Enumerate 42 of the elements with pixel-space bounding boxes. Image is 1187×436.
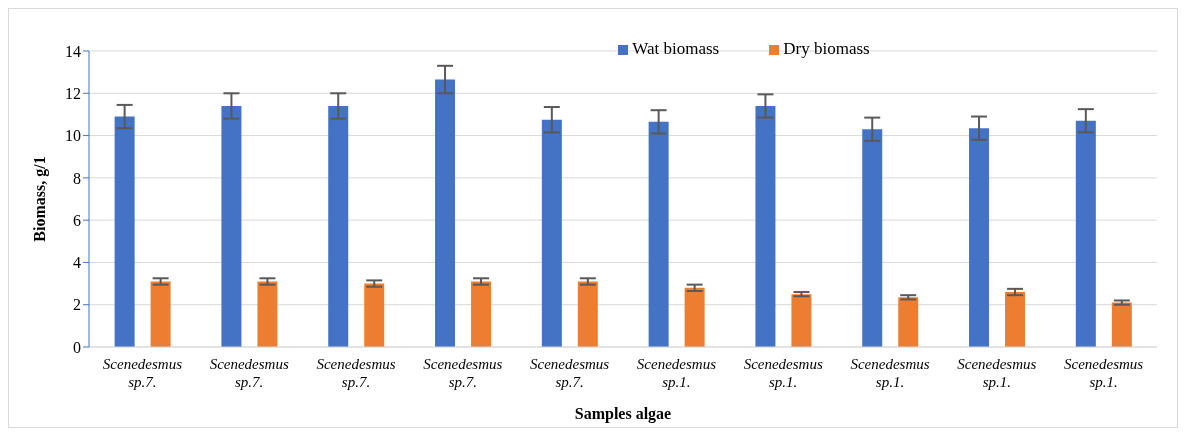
y-tick-label: 2 [73, 296, 81, 314]
bar [755, 105, 776, 347]
bar [1005, 292, 1026, 347]
bar [577, 281, 598, 347]
x-axis-title: Samples algae [574, 405, 672, 423]
bar [150, 281, 171, 347]
x-tick-label: Scenedesmus sp.7. [423, 356, 503, 390]
x-tick-label: Scenedesmus sp.1. [1064, 356, 1144, 390]
bar [1075, 120, 1096, 347]
y-tick-label: 4 [73, 254, 81, 272]
bar [684, 287, 705, 347]
bar [471, 281, 492, 347]
x-tick-label: Scenedesmus sp.7. [209, 356, 289, 390]
bar [648, 121, 669, 347]
bar [791, 294, 812, 347]
bar [862, 129, 883, 347]
x-tick-label: Scenedesmus sp.1. [636, 356, 717, 390]
bar [435, 79, 456, 347]
bar [221, 105, 242, 347]
y-tick-label: 6 [73, 211, 81, 229]
y-tick-label: 0 [73, 338, 81, 356]
y-tick-label: 10 [65, 127, 81, 145]
legend-label: Wat biomass [632, 39, 720, 58]
legend-label: Dry biomass [783, 39, 870, 58]
y-tick-label: 12 [65, 84, 81, 102]
x-tick-label: Scenedesmus sp.1. [850, 356, 930, 390]
bar [969, 128, 990, 347]
x-tick-label: Scenedesmus sp.7. [530, 356, 610, 390]
bar [541, 119, 562, 347]
bar [328, 105, 349, 347]
bar [1111, 302, 1132, 347]
bar [114, 116, 135, 347]
x-tick-label: Scenedesmus sp.1. [743, 356, 823, 390]
bar [364, 283, 385, 347]
bar [257, 281, 278, 347]
y-tick-label: 14 [65, 42, 81, 60]
x-tick-label: Scenedesmus sp.7. [316, 356, 396, 390]
bar [898, 297, 919, 347]
y-axis-title: Biomass, g/1 [30, 156, 49, 242]
x-tick-label: Scenedesmus sp.1. [957, 356, 1037, 390]
y-tick-label: 8 [73, 169, 81, 187]
x-tick-label: Scenedesmus sp.7. [102, 356, 183, 390]
